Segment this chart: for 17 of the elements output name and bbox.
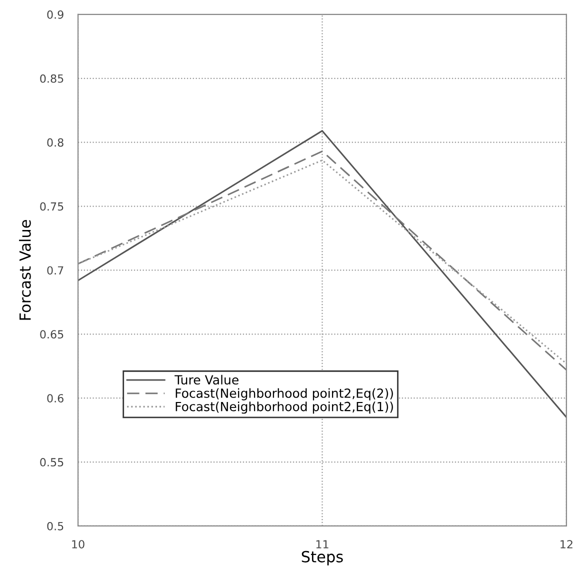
x-tick-label: 11 [316,540,328,548]
y-tick-label: 0.55 [40,458,64,466]
y-tick-label: 0.65 [40,330,64,339]
legend-label: Ture Value [174,374,238,385]
y-tick-label: 0.9 [47,10,64,19]
x-axis-title: Steps [302,550,343,566]
y-tick-label: 0.7 [47,266,64,275]
legend-label: Focast(Neighborhood point2,Eq(2)) [176,388,393,400]
y-tick-label: 0.8 [47,138,64,147]
legend-label: Focast(Neighborhood point2,Eq(1)) [176,402,393,414]
y-axis-title: Forcast Value [19,220,31,320]
y-tick-label: 0.6 [47,394,64,402]
x-tick-label: 12 [560,540,572,548]
y-tick-label: 0.85 [40,74,64,83]
x-tick-label: 10 [72,540,84,548]
y-tick-label: 0.5 [47,522,64,530]
y-tick-label: 0.75 [40,202,64,211]
